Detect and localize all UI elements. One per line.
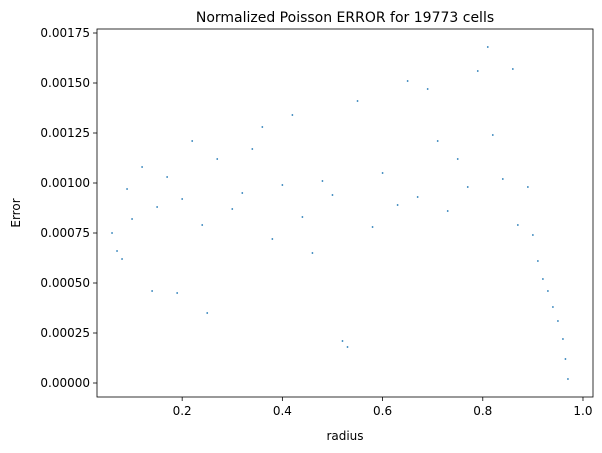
scatter-point <box>206 312 209 314</box>
scatter-point <box>231 208 234 210</box>
scatter-point <box>557 320 559 322</box>
y-tick-label: 0.00100 <box>40 176 90 190</box>
scatter-point <box>131 218 133 220</box>
scatter-point <box>166 176 169 178</box>
scatter-point <box>341 340 344 342</box>
scatter-point <box>116 250 118 252</box>
scatter-point <box>251 148 254 150</box>
y-tick-label: 0.00025 <box>40 326 90 340</box>
scatter-point <box>416 196 419 198</box>
x-tick-label: 0.6 <box>373 404 392 418</box>
scatter-point <box>567 378 569 380</box>
scatter-point <box>466 186 469 188</box>
scatter-point <box>396 204 399 206</box>
scatter-point <box>426 88 429 90</box>
scatter-point <box>531 234 534 236</box>
scatter-point <box>291 114 294 116</box>
scatter-point <box>486 46 489 48</box>
scatter-point <box>156 206 159 208</box>
scatter-point <box>371 226 374 228</box>
scatter-point <box>321 180 324 182</box>
scatter-point <box>191 140 194 142</box>
scatter-point <box>126 188 128 190</box>
scatter-point <box>406 80 409 82</box>
scatter-point <box>511 68 514 70</box>
scatter-point <box>476 70 479 72</box>
scatter-point <box>271 238 274 240</box>
scatter-point <box>181 198 184 200</box>
scatter-point <box>536 260 539 262</box>
scatter-point <box>301 216 304 218</box>
x-tick-label: 0.4 <box>273 404 292 418</box>
scatter-point <box>281 184 284 186</box>
chart-title: Normalized Poisson ERROR for 19773 cells <box>196 10 494 26</box>
points-layer <box>111 46 569 380</box>
scatter-point <box>346 346 349 348</box>
plot-frame <box>96 28 594 398</box>
x-tick-label: 1.0 <box>573 404 592 418</box>
scatter-point <box>141 166 143 168</box>
x-tick-label: 0.8 <box>473 404 492 418</box>
scatter-point <box>547 290 549 292</box>
y-axis-ticks: 0.00000 0.00025 0.00050 0.00075 0.00100 0.001… <box>40 26 97 390</box>
scatter-point <box>381 172 384 174</box>
scatter-point <box>261 126 264 128</box>
x-axis-label: radius <box>326 429 363 443</box>
scatter-point <box>446 210 449 212</box>
scatter-point <box>516 224 519 226</box>
scatter-point <box>241 192 244 194</box>
scatter-point <box>564 358 567 360</box>
y-tick-label: 0.00000 <box>40 376 90 390</box>
scatter-point <box>562 338 564 340</box>
scatter-point <box>331 194 334 196</box>
scatter-point <box>311 252 314 254</box>
x-tick-label: 0.2 <box>173 404 192 418</box>
y-axis-label: Error <box>9 198 23 227</box>
scatter-point <box>542 278 544 280</box>
scatter-point <box>526 186 529 188</box>
scatter-point <box>176 292 179 294</box>
y-tick-label: 0.00125 <box>40 126 90 140</box>
scatter-point <box>491 134 494 136</box>
scatter-point <box>456 158 459 160</box>
scatter-point <box>216 158 219 160</box>
x-axis-ticks: 0.2 0.4 0.6 0.8 1.0 <box>173 397 593 418</box>
scatter-point <box>501 178 504 180</box>
y-tick-label: 0.00075 <box>40 226 90 240</box>
scatter-point <box>111 232 113 234</box>
scatter-point <box>436 140 439 142</box>
y-tick-label: 0.00150 <box>40 76 90 90</box>
scatter-point <box>552 306 554 308</box>
scatter-point <box>151 290 154 292</box>
scatter-point <box>121 258 123 260</box>
y-tick-label: 0.00050 <box>40 276 90 290</box>
scatter-point <box>201 224 204 226</box>
y-tick-label: 0.00175 <box>40 26 90 40</box>
scatter-point <box>356 100 359 102</box>
